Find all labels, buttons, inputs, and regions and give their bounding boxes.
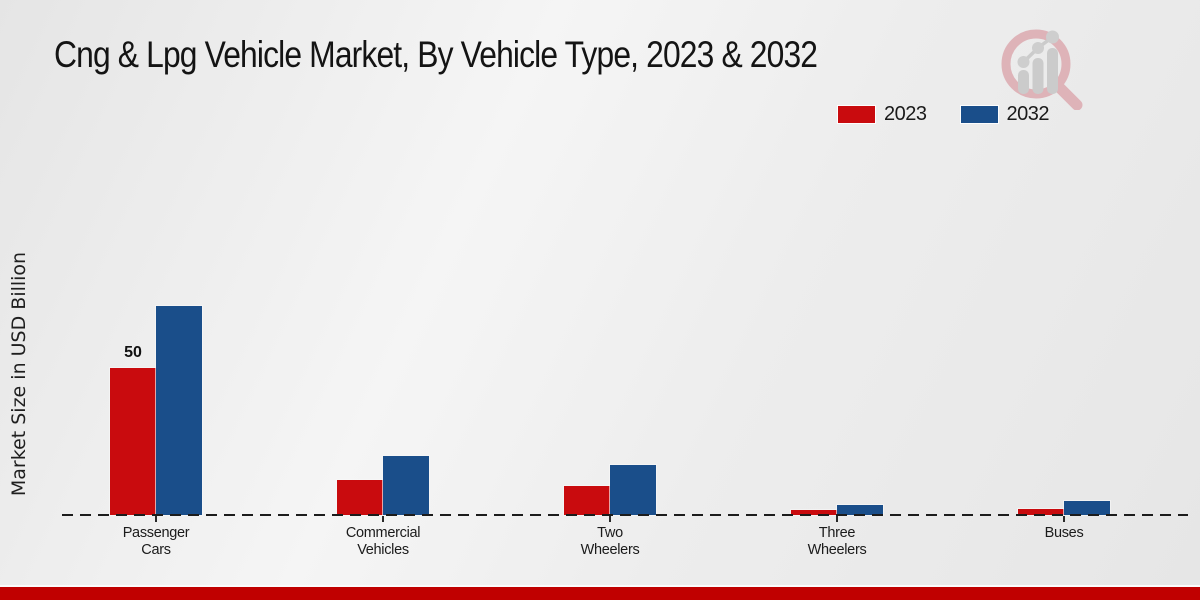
bar-two-wheelers-2023 bbox=[564, 485, 610, 515]
x-axis-tick bbox=[382, 516, 384, 522]
bar-passenger-cars-2032 bbox=[156, 306, 202, 515]
x-axis-tick bbox=[609, 516, 611, 522]
legend-item-2023: 2023 bbox=[837, 103, 927, 126]
legend-swatch-2032 bbox=[959, 105, 999, 124]
legend-label-2032: 2032 bbox=[1006, 103, 1050, 125]
magnifier-bar-chart-logo-icon bbox=[1001, 29, 1083, 110]
legend-item-2032: 2032 bbox=[959, 103, 1050, 126]
x-axis-category-label-passenger-cars: Passenger Cars bbox=[122, 525, 190, 558]
x-axis-category-label-buses: Buses bbox=[1044, 525, 1084, 541]
bar-commercial-vehicles-2032 bbox=[383, 456, 429, 515]
bar-three-wheelers-2023 bbox=[791, 510, 837, 515]
legend-swatch-2023 bbox=[837, 105, 876, 124]
x-axis-category-label-two-wheelers: Two Wheelers bbox=[580, 525, 640, 558]
bar-value-label: 50 bbox=[124, 344, 142, 361]
x-axis-tick bbox=[1063, 516, 1065, 522]
bar-commercial-vehicles-2023 bbox=[337, 479, 383, 515]
x-axis-tick bbox=[155, 516, 157, 522]
legend: 2023 2032 bbox=[837, 103, 1050, 126]
bar-two-wheelers-2032 bbox=[610, 465, 656, 515]
x-axis-baseline bbox=[62, 514, 1188, 516]
bar-passenger-cars-2023 bbox=[110, 368, 156, 515]
bar-buses-2023 bbox=[1018, 509, 1064, 515]
x-axis-category-label-three-wheelers: Three Wheelers bbox=[807, 525, 867, 558]
footer-divider bbox=[0, 585, 1200, 587]
bar-three-wheelers-2032 bbox=[837, 505, 883, 515]
footer-accent-bar bbox=[0, 587, 1200, 600]
chart-title: Cng & Lpg Vehicle Market, By Vehicle Typ… bbox=[54, 34, 818, 75]
x-axis-tick bbox=[836, 516, 838, 522]
x-axis-category-label-commercial-vehicles: Commercial Vehicles bbox=[345, 525, 421, 558]
legend-label-2023: 2023 bbox=[884, 103, 927, 125]
bar-buses-2032 bbox=[1064, 500, 1110, 515]
